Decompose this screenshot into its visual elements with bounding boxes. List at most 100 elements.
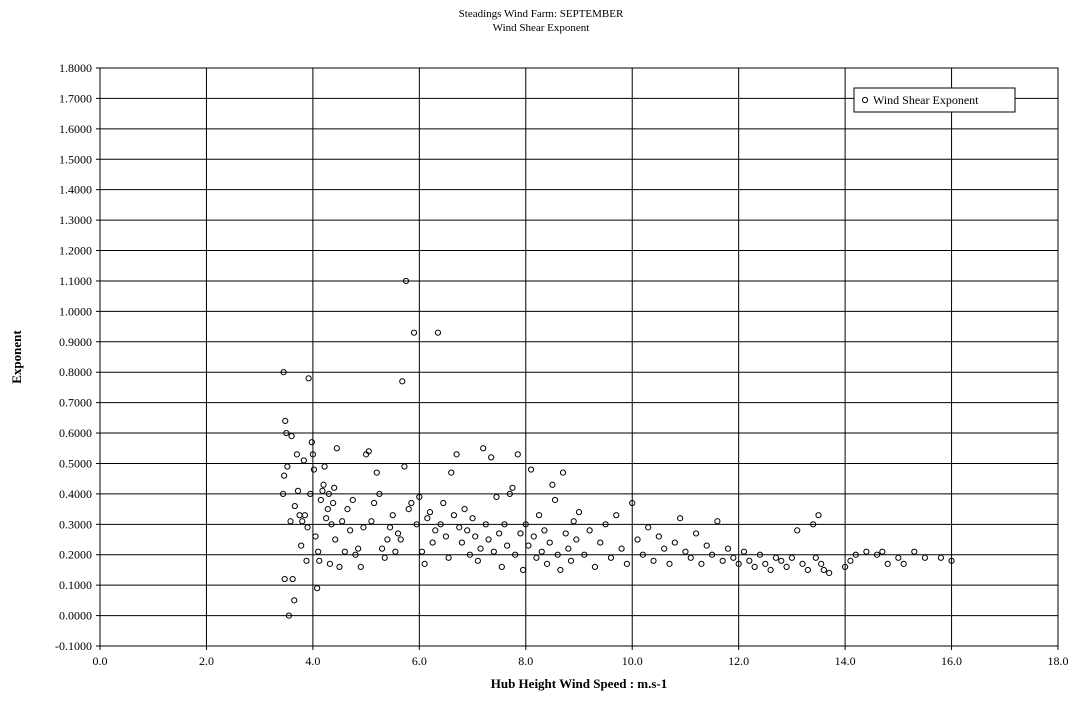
data-point bbox=[639, 551, 646, 558]
data-point bbox=[815, 512, 822, 519]
data-point bbox=[719, 557, 726, 564]
data-point bbox=[326, 560, 334, 567]
data-point bbox=[804, 566, 811, 574]
y-tick-label: 0.4000 bbox=[59, 487, 92, 501]
data-point bbox=[450, 512, 458, 519]
data-point bbox=[402, 277, 410, 285]
data-point bbox=[623, 560, 631, 567]
data-point bbox=[305, 375, 312, 382]
data-point bbox=[317, 496, 324, 504]
data-point bbox=[847, 557, 854, 564]
data-point bbox=[575, 509, 583, 516]
data-point bbox=[692, 530, 700, 537]
data-point bbox=[349, 496, 356, 504]
data-point bbox=[671, 539, 678, 546]
data-point bbox=[826, 569, 833, 577]
data-points bbox=[279, 277, 955, 619]
data-point bbox=[687, 554, 694, 561]
y-tick-label: 1.2000 bbox=[59, 244, 92, 258]
data-point bbox=[328, 521, 335, 528]
data-point bbox=[703, 542, 710, 549]
data-point bbox=[357, 563, 364, 571]
data-point bbox=[618, 545, 625, 552]
data-point bbox=[378, 545, 386, 552]
data-point bbox=[477, 545, 484, 552]
chart-subtitle: Wind Shear Exponent bbox=[492, 22, 590, 34]
data-point bbox=[948, 557, 955, 564]
data-point bbox=[312, 533, 319, 540]
data-point bbox=[645, 524, 652, 531]
x-tick-label: 0.0 bbox=[93, 654, 108, 668]
data-point bbox=[291, 502, 298, 510]
data-point bbox=[873, 551, 881, 558]
data-point bbox=[453, 451, 460, 458]
data-point bbox=[299, 518, 306, 525]
data-point bbox=[418, 548, 426, 555]
data-point bbox=[448, 469, 455, 476]
data-point bbox=[429, 539, 436, 546]
x-tick-label: 6.0 bbox=[412, 654, 427, 668]
data-point bbox=[895, 554, 902, 561]
data-point bbox=[456, 524, 463, 531]
data-point bbox=[493, 493, 500, 501]
y-tick-label: 0.1000 bbox=[59, 578, 92, 592]
data-point bbox=[746, 557, 753, 564]
data-point bbox=[289, 575, 296, 583]
data-point bbox=[298, 542, 305, 549]
data-point bbox=[421, 560, 428, 567]
data-point bbox=[424, 515, 431, 522]
data-point bbox=[408, 499, 415, 507]
data-point bbox=[570, 518, 577, 525]
data-point bbox=[602, 521, 609, 528]
y-tick-label: 0.2000 bbox=[59, 548, 92, 562]
data-point bbox=[293, 451, 301, 458]
y-tick-label: 1.7000 bbox=[59, 91, 92, 105]
data-point bbox=[287, 518, 294, 525]
data-point bbox=[331, 484, 338, 491]
data-point bbox=[336, 563, 343, 571]
data-point bbox=[330, 499, 337, 507]
x-axis-ticks: 0.0 2.0 4.0 6.0 8.0 10.0 12.0 14.0 16.0 18.0 bbox=[93, 646, 1069, 668]
data-point bbox=[504, 542, 511, 549]
data-point bbox=[482, 521, 489, 528]
data-point bbox=[309, 451, 316, 458]
data-point bbox=[373, 469, 380, 476]
data-point bbox=[772, 554, 780, 561]
data-point bbox=[469, 515, 476, 522]
y-tick-label: 0.7000 bbox=[59, 396, 92, 410]
data-point bbox=[762, 560, 769, 567]
data-point bbox=[591, 563, 599, 571]
data-point bbox=[517, 530, 524, 537]
data-point bbox=[303, 557, 310, 564]
data-point bbox=[778, 557, 785, 564]
data-point bbox=[341, 548, 348, 555]
data-point bbox=[344, 506, 351, 513]
x-tick-label: 10.0 bbox=[622, 654, 643, 668]
data-point bbox=[549, 481, 556, 488]
y-tick-label: 0.3000 bbox=[59, 517, 92, 531]
data-point bbox=[426, 509, 434, 516]
data-point bbox=[884, 560, 891, 567]
data-point bbox=[852, 551, 859, 558]
data-point bbox=[320, 481, 327, 488]
data-point bbox=[509, 484, 516, 491]
data-point bbox=[535, 512, 543, 519]
data-point bbox=[565, 545, 572, 552]
data-point bbox=[308, 439, 315, 446]
data-point bbox=[360, 524, 367, 531]
data-point bbox=[708, 551, 716, 558]
data-point bbox=[316, 557, 323, 564]
data-point bbox=[437, 521, 444, 528]
data-point bbox=[376, 490, 383, 497]
legend-marker bbox=[861, 96, 869, 104]
data-point bbox=[788, 554, 795, 561]
data-point bbox=[288, 432, 295, 440]
data-point bbox=[538, 548, 545, 555]
data-point bbox=[490, 548, 497, 555]
data-point bbox=[488, 454, 495, 461]
data-point bbox=[386, 524, 394, 531]
data-point bbox=[458, 539, 466, 546]
data-point bbox=[528, 466, 535, 473]
data-point bbox=[522, 521, 529, 528]
data-point bbox=[365, 448, 372, 455]
